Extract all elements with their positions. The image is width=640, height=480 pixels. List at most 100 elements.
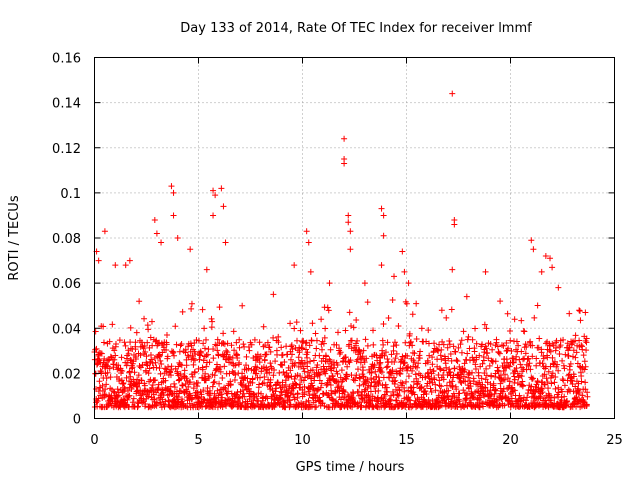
data-point: [438, 356, 445, 363]
data-point: [119, 367, 126, 374]
data-point: [158, 360, 165, 367]
data-point: [350, 324, 357, 331]
data-point: [211, 378, 218, 385]
data-point: [219, 394, 226, 401]
data-point: [478, 375, 485, 382]
data-point: [347, 246, 354, 253]
data-point: [327, 381, 334, 388]
data-point: [328, 390, 335, 397]
data-point: [170, 348, 177, 355]
data-point: [564, 397, 571, 404]
data-point: [107, 374, 114, 381]
data-point: [357, 375, 364, 382]
data-point: [487, 341, 494, 348]
data-point: [188, 396, 195, 403]
data-point: [114, 386, 121, 393]
data-point: [399, 248, 406, 255]
data-point: [299, 338, 306, 345]
data-point: [266, 369, 273, 376]
data-point: [278, 361, 285, 368]
data-point: [145, 370, 152, 377]
data-point: [257, 374, 264, 381]
data-point: [286, 396, 293, 403]
data-point: [220, 203, 227, 210]
data-point: [165, 363, 172, 370]
data-point: [141, 343, 148, 350]
data-point: [202, 377, 209, 384]
data-point: [548, 394, 555, 401]
data-point: [445, 355, 452, 362]
data-point: [472, 325, 479, 332]
data-point: [540, 355, 547, 362]
data-point: [279, 362, 286, 369]
data-point: [380, 320, 387, 327]
data-point: [219, 374, 226, 381]
data-point: [534, 302, 541, 309]
data-point: [112, 352, 119, 359]
data-point: [132, 346, 139, 353]
data-point: [261, 379, 268, 386]
data-point: [109, 321, 116, 328]
data-point: [206, 359, 213, 366]
data-point: [216, 304, 223, 311]
data-point: [456, 398, 463, 405]
data-point: [98, 350, 105, 357]
data-point: [156, 365, 163, 372]
data-point: [576, 389, 583, 396]
data-point: [307, 268, 314, 275]
data-point: [256, 339, 263, 346]
data-point: [483, 365, 490, 372]
data-point: [144, 339, 151, 346]
data-point: [221, 363, 228, 370]
data-point: [240, 341, 247, 348]
data-point: [130, 395, 137, 402]
data-point: [406, 330, 413, 337]
data-point: [470, 394, 477, 401]
data-point: [484, 388, 491, 395]
data-point: [538, 385, 545, 392]
data-point: [159, 386, 166, 393]
data-point: [560, 336, 567, 343]
data-point: [353, 372, 360, 379]
data-point: [418, 384, 425, 391]
data-point: [436, 365, 443, 372]
data-point: [453, 386, 460, 393]
data-point: [141, 315, 148, 322]
data-point: [167, 383, 174, 390]
data-point: [482, 384, 489, 391]
data-point: [305, 239, 312, 246]
data-point: [272, 358, 279, 365]
data-point: [136, 363, 143, 370]
data-point: [299, 345, 306, 352]
data-point: [324, 304, 331, 311]
data-point: [120, 379, 127, 386]
data-point: [513, 338, 520, 345]
data-point: [526, 360, 533, 367]
data-point: [395, 392, 402, 399]
data-point: [539, 360, 546, 367]
data-point: [304, 349, 311, 356]
data-point: [567, 360, 574, 367]
data-point: [303, 228, 310, 235]
data-point: [297, 327, 304, 334]
data-point: [545, 385, 552, 392]
data-point: [146, 365, 153, 372]
data-point: [483, 325, 490, 332]
data-point: [307, 358, 314, 365]
data-point: [318, 380, 325, 387]
data-point: [143, 353, 150, 360]
data-point: [103, 381, 110, 388]
data-point: [579, 346, 586, 353]
data-point: [457, 341, 464, 348]
data-point: [176, 348, 183, 355]
data-point: [148, 318, 155, 325]
data-point: [389, 367, 396, 374]
data-point: [191, 357, 198, 364]
data-point: [529, 342, 536, 349]
data-point: [167, 372, 174, 379]
data-point: [524, 390, 531, 397]
data-point: [518, 348, 525, 355]
data-point: [286, 383, 293, 390]
data-point: [455, 344, 462, 351]
data-point: [462, 378, 469, 385]
